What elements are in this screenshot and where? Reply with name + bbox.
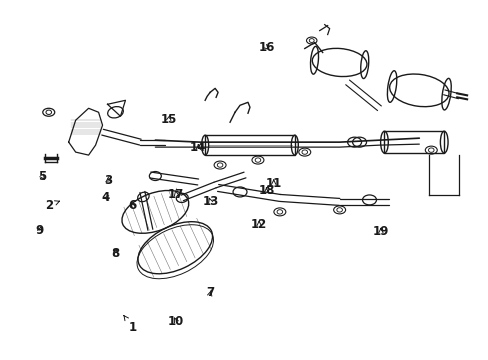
Text: 6: 6: [128, 199, 136, 212]
Text: 8: 8: [111, 247, 119, 260]
Text: 19: 19: [372, 225, 388, 238]
Text: 17: 17: [168, 188, 184, 201]
Text: 4: 4: [102, 192, 110, 204]
Text: 12: 12: [250, 218, 266, 231]
Text: 3: 3: [104, 174, 112, 186]
Text: 15: 15: [161, 113, 177, 126]
Text: 11: 11: [265, 177, 281, 190]
Text: 9: 9: [36, 224, 44, 237]
Text: 14: 14: [190, 141, 206, 154]
Text: 7: 7: [206, 287, 214, 300]
Text: 2: 2: [45, 199, 60, 212]
Text: 5: 5: [38, 170, 46, 183]
Text: 13: 13: [202, 195, 218, 208]
Text: 1: 1: [123, 315, 136, 333]
Text: 18: 18: [258, 184, 274, 197]
Text: 10: 10: [168, 315, 184, 328]
Text: 16: 16: [258, 41, 274, 54]
